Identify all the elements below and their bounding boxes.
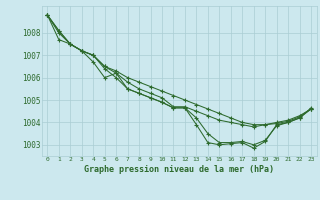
X-axis label: Graphe pression niveau de la mer (hPa): Graphe pression niveau de la mer (hPa) [84, 165, 274, 174]
